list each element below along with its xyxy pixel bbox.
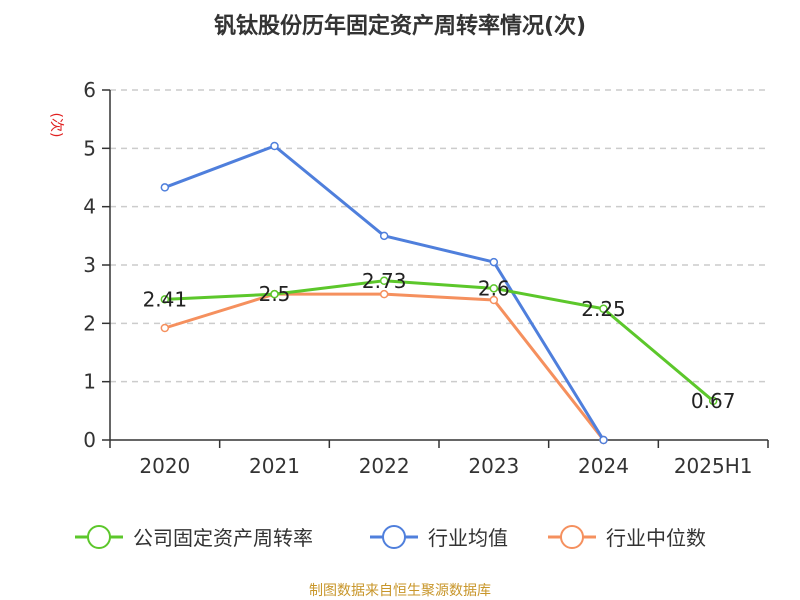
x-tick-label: 2024 [578, 454, 629, 478]
data-point-industry_avg[interactable] [270, 141, 279, 151]
legend-item-industry_avg[interactable]: 行业均值 [370, 525, 508, 550]
x-tick-label: 2023 [468, 454, 519, 478]
data-point-company[interactable] [489, 284, 499, 293]
data-labels: 2.41 2.5 2.73 2.6 2.25 0.67 [143, 269, 736, 413]
data-label: 2.5 [259, 282, 291, 306]
series-line-company [164, 279, 715, 403]
legend-label: 行业均值 [428, 526, 508, 550]
x-tick-label: 2021 [249, 454, 300, 478]
chart-title: 钒钛股份历年固定资产周转率情况(次) [213, 14, 587, 39]
x-tick-label: 2022 [359, 454, 410, 478]
grid-lines [110, 89, 768, 383]
data-point-company[interactable] [270, 289, 279, 299]
legend-marker-icon [382, 525, 406, 549]
x-tick-label: 2020 [139, 454, 190, 478]
y-tick-label: 2 [83, 311, 96, 335]
data-point-industry_avg[interactable] [160, 183, 170, 192]
data-point-industry_median[interactable] [379, 289, 389, 299]
legend-label: 行业中位数 [606, 526, 706, 550]
data-point-company[interactable] [379, 276, 389, 285]
y-tick-label: 0 [83, 428, 96, 452]
source-note: 制图数据来自恒生聚源数据库 [309, 583, 491, 599]
data-point-industry_avg[interactable] [379, 231, 389, 241]
legend-item-company[interactable]: 公司固定资产周转率 [75, 525, 313, 550]
legend[interactable]: 公司固定资产周转率 行业均值 行业中位数 [75, 525, 706, 550]
data-label: 2.73 [362, 269, 407, 293]
y-tick-label: 3 [83, 253, 96, 277]
y-tick-label: 5 [83, 136, 96, 160]
data-label: 0.67 [691, 389, 736, 413]
x-tick-label: 2025H1 [674, 454, 753, 478]
legend-item-industry_median[interactable]: 行业中位数 [548, 525, 706, 550]
series-line-industry_median [164, 292, 605, 441]
data-point-company[interactable] [708, 396, 718, 406]
data-point-industry_avg[interactable] [489, 257, 499, 267]
data-label: 2.25 [581, 297, 626, 321]
data-point-industry_avg[interactable] [599, 435, 608, 445]
y-axis-label: (次) [48, 113, 64, 138]
y-tick-label: 4 [83, 195, 96, 219]
series-lines [160, 141, 718, 445]
legend-marker-icon [87, 525, 111, 549]
data-point-industry_median[interactable] [160, 323, 170, 333]
data-label: 2.41 [143, 287, 188, 311]
y-tick-label: 6 [83, 78, 96, 102]
data-point-industry_median[interactable] [489, 295, 499, 305]
data-point-company[interactable] [599, 304, 608, 313]
data-label: 2.6 [478, 276, 510, 300]
data-point-company[interactable] [160, 295, 170, 304]
y-tick-label: 1 [83, 370, 96, 394]
axes: 0 1 2 3 4 5 6 2020 2021 2022 2023 2024 2025H1 [83, 78, 769, 478]
legend-label: 公司固定资产周转率 [133, 526, 313, 550]
legend-marker-icon [560, 525, 584, 549]
